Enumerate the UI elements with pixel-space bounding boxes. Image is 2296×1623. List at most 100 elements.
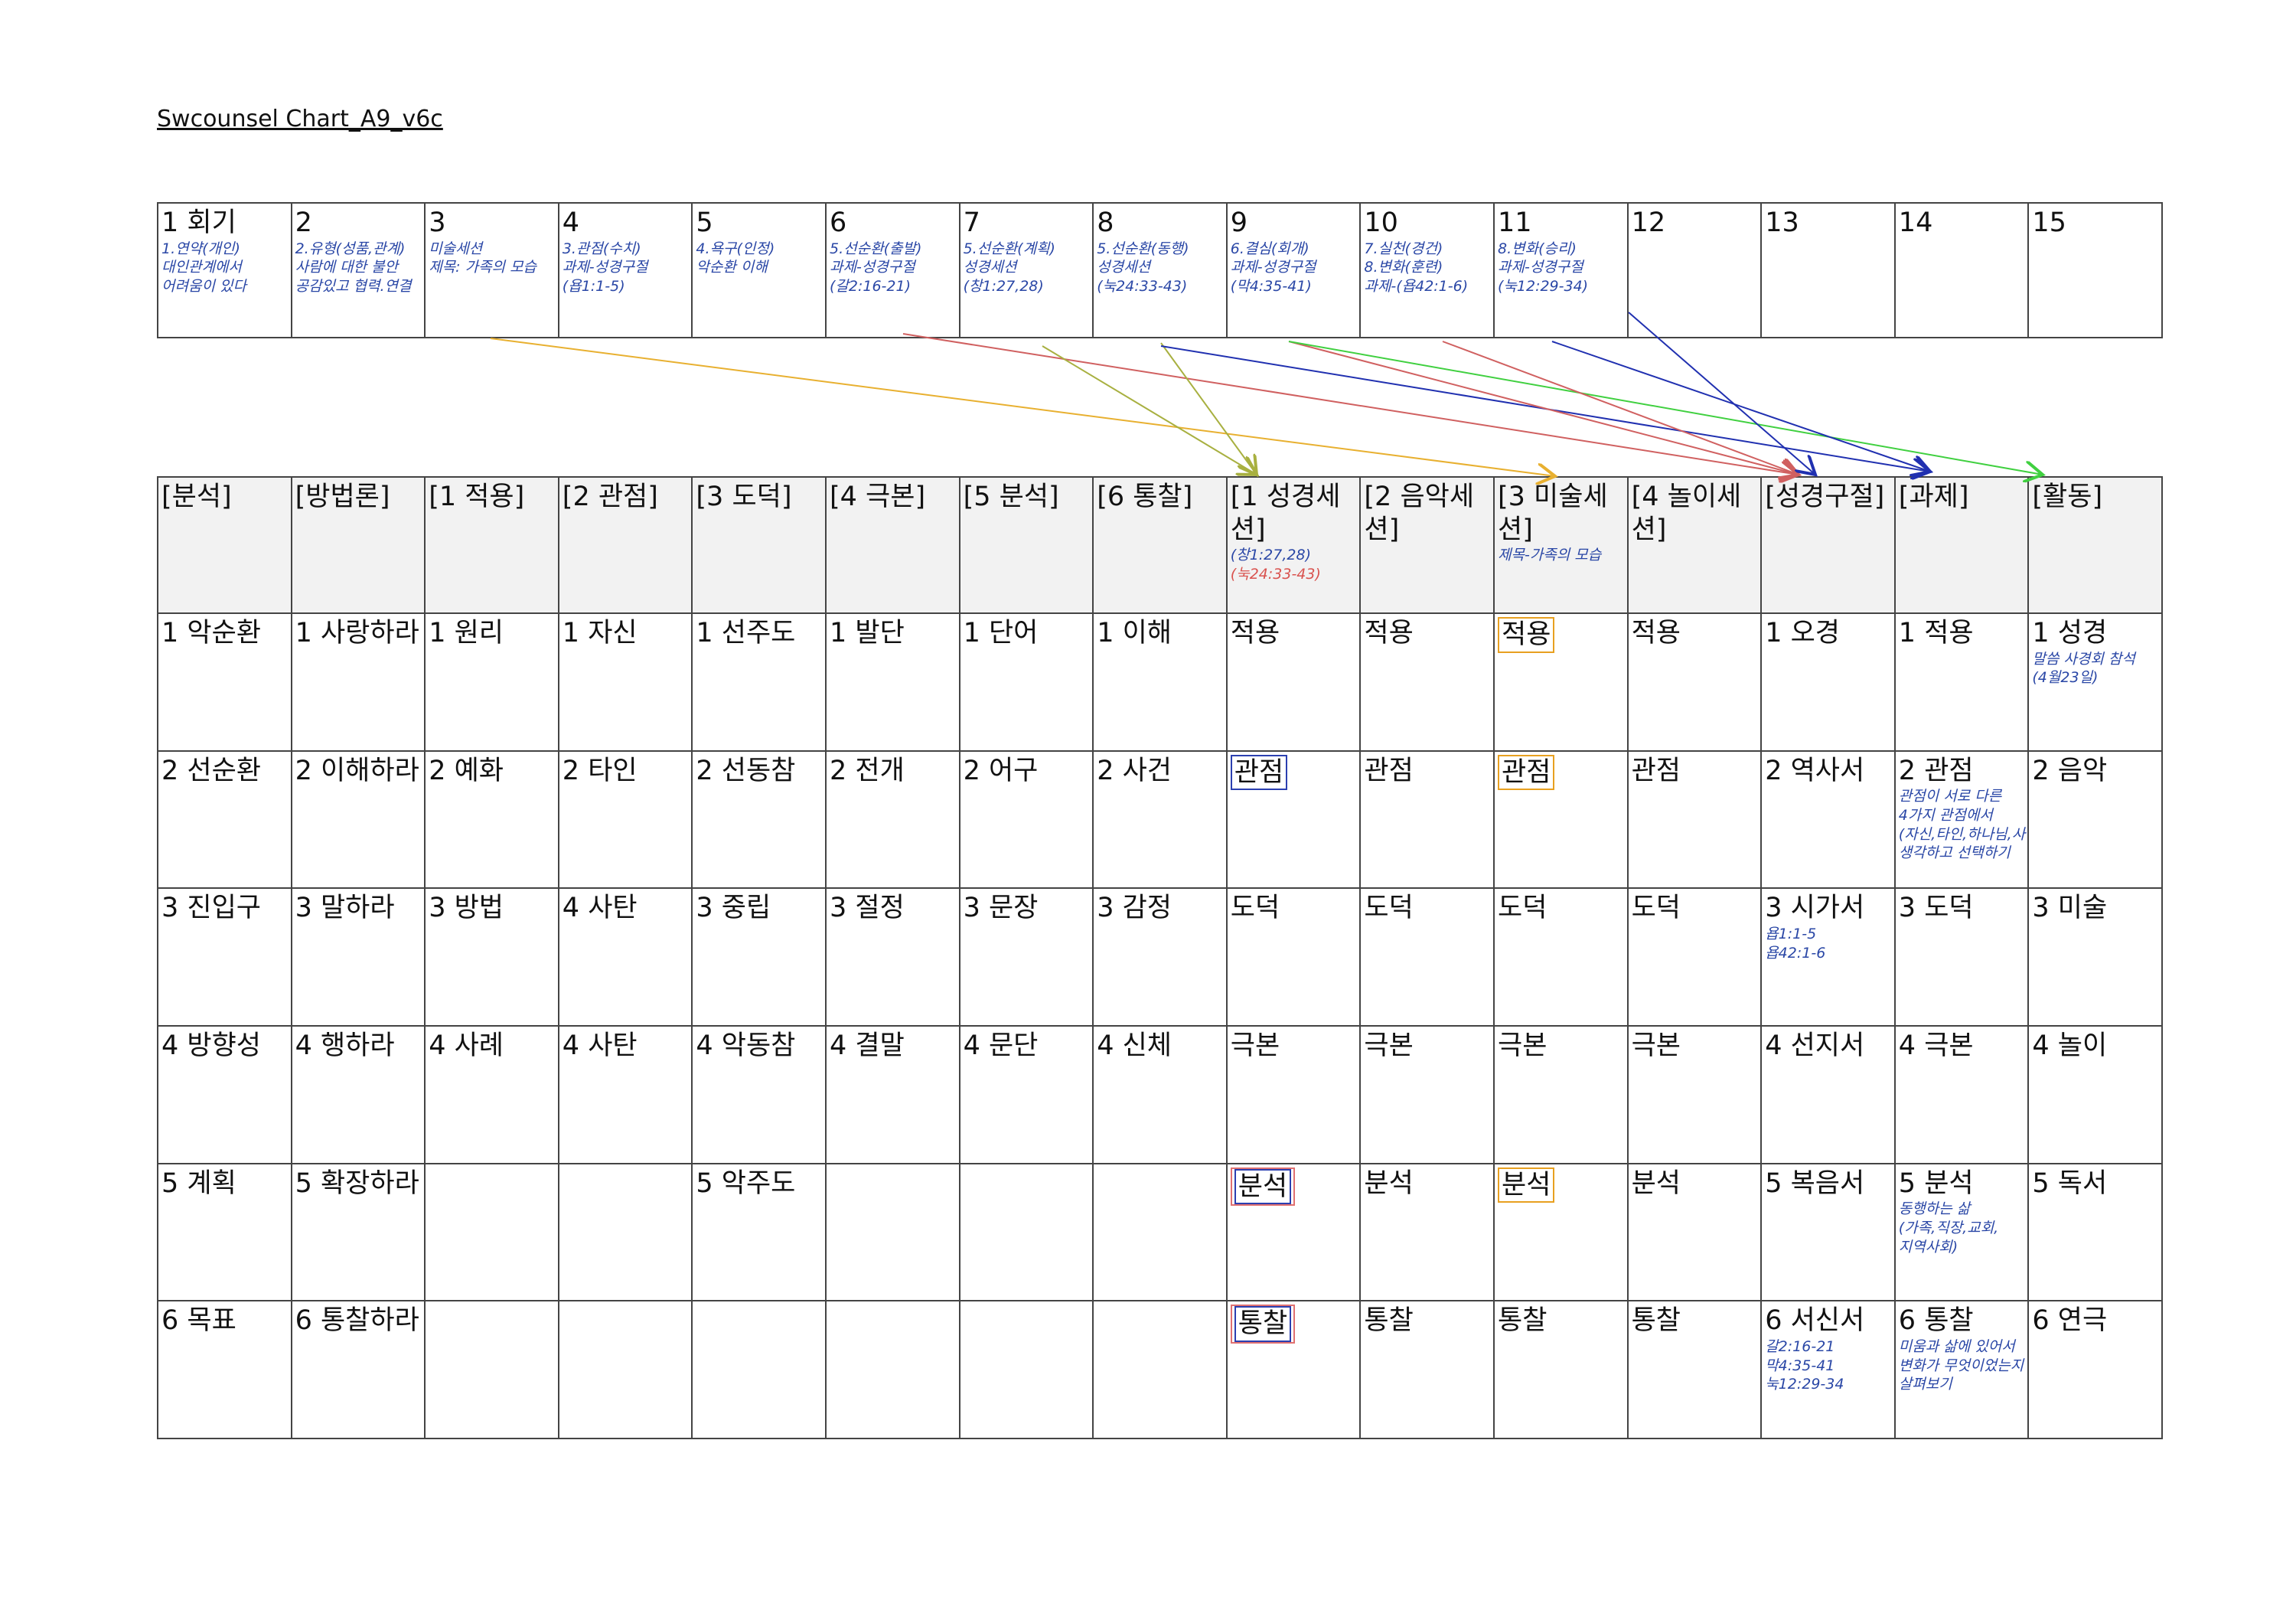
arrow (902, 333, 1799, 475)
arrow (1042, 345, 1257, 475)
table-cell: 4 행하라 (292, 1027, 426, 1164)
session-number: 15 (2032, 207, 2066, 238)
cell-text: 3 방법 (429, 893, 504, 924)
cell-text: 도덕 (1364, 893, 1414, 924)
table-cell (426, 1301, 559, 1439)
handwritten-note: 과제-성경구절 (1230, 259, 1316, 276)
session-number: 4 (562, 207, 580, 238)
cell-text: 관점 (1364, 755, 1414, 786)
cell-text: 3 말하라 (295, 893, 395, 924)
session-number: 1 회기 (161, 207, 236, 238)
table-cell: 적용 (1361, 614, 1495, 752)
header-cell: [1 성경세션] (창1:27,28) (눅24:33-43) (1227, 478, 1362, 614)
handwritten-note: (자신,타인,하나님,사탄) (1898, 825, 2028, 843)
table-cell: 2 전개 (827, 751, 960, 890)
table-cell (559, 1301, 693, 1439)
header-cell: [성경구절] (1762, 478, 1896, 614)
cell-text: 1 자신 (562, 618, 638, 648)
cell-text: 분석 (1238, 1171, 1288, 1202)
session-number: 5 (696, 207, 713, 238)
cell-text: 극본 (1631, 1030, 1681, 1061)
handwritten-note: (가족,직장,교회, (1898, 1220, 1999, 1237)
table-cell: 도덕 (1495, 889, 1629, 1027)
cell-text: 3 감정 (1097, 893, 1172, 924)
table-cell: 4 사탄 (559, 1027, 693, 1164)
handwritten-note: 제목: 가족의 모습 (429, 259, 537, 276)
table-cell: 적용 (1227, 614, 1362, 752)
highlight-box: 통찰 (1234, 1306, 1292, 1343)
handwritten-note: 성경세션 (963, 259, 1017, 276)
column-header: [2 관점] (562, 482, 658, 512)
table-cell: 3 도덕 (1895, 889, 2030, 1027)
handwritten-note: (4월23일) (2032, 669, 2099, 687)
header-cell: [과제] (1895, 478, 2030, 614)
handwritten-note: (눅12:29-34) (1498, 278, 1589, 296)
table-cell: 6 통찰 미움과 삶에 있어서 변화가 무엇이었는지 살펴보기 (1895, 1301, 2030, 1439)
cell-text: 6 서신서 (1765, 1305, 1865, 1337)
arrow (1288, 341, 2043, 475)
handwritten-note: 변화가 무엇이었는지 (1898, 1357, 2024, 1374)
table-cell: 4 선지서 (1762, 1027, 1896, 1164)
cell-text: 4 문단 (963, 1030, 1039, 1061)
table-cell: 통찰 (1495, 1301, 1629, 1439)
table-cell: 1 선주도 (693, 614, 827, 752)
table-cell: 12 (1628, 204, 1763, 338)
handwritten-note: (눅24:33-43) (1097, 278, 1188, 296)
handwritten-note: 갈2:16-21 (1765, 1338, 1835, 1356)
cell-text: 5 악주도 (696, 1167, 796, 1199)
handwritten-note: 생각하고 선택하기 (1898, 844, 2011, 862)
header-cell: [분석] (158, 478, 292, 614)
column-header: [4 극본] (830, 482, 926, 512)
table-cell: 6 목표 (158, 1301, 292, 1439)
cell-text-wrap: 3 시가서 (1765, 892, 1891, 925)
arrow (1628, 312, 1815, 475)
table-cell (827, 1164, 960, 1302)
cell-text: 5 계획 (161, 1167, 236, 1199)
header-cell: [5 분석] (960, 478, 1094, 614)
column-header: [1 적용] (429, 482, 525, 512)
table-cell (960, 1164, 1094, 1302)
handwritten-note: 6.결심(회개) (1230, 240, 1309, 257)
cell-text-wrap: 관점 (1498, 754, 1624, 791)
table-cell: 극본 (1227, 1027, 1362, 1164)
cell-text-wrap: 통찰 (1230, 1305, 1357, 1344)
handwritten-note: 어려움이 있다 (161, 278, 246, 296)
column-header: [3 미술세션] (1498, 482, 1608, 545)
handwritten-note: 8.변화(훈련) (1364, 259, 1443, 276)
session-number: 13 (1765, 207, 1799, 238)
table-cell: 5 계획 (158, 1164, 292, 1302)
handwritten-note: 과제-성경구절 (830, 259, 915, 276)
cell-text: 4 신체 (1097, 1030, 1172, 1061)
header-cell: [2 관점] (559, 478, 693, 614)
table-cell: 3 방법 (426, 889, 559, 1027)
header-cell: [4 놀이세션] (1628, 478, 1763, 614)
cell-text: 2 사건 (1097, 755, 1172, 786)
handwritten-note: (창1:27,28) (963, 278, 1044, 296)
table-cell: 도덕 (1227, 889, 1362, 1027)
cell-text: 4 놀이 (2032, 1030, 2108, 1061)
table-cell: 5 4.욕구(인정) 악순환 이해 (693, 204, 827, 338)
table-cell: 2 어구 (960, 751, 1094, 890)
cell-text: 2 관점 (1898, 755, 1974, 786)
cell-text: 분석 (1631, 1167, 1681, 1199)
handwritten-note: 관점이 서로 다른 (1898, 788, 2002, 805)
handwritten-note: 욥1:1-5 (1765, 926, 1817, 943)
table-cell: 도덕 (1361, 889, 1495, 1027)
cell-text: 4 결말 (830, 1030, 905, 1061)
session-number: 3 (429, 207, 446, 238)
handwritten-note: 공감있고 협력.연결 (295, 278, 412, 296)
cell-text: 적용 (1631, 618, 1681, 648)
highlight-box: 적용 (1498, 617, 1555, 653)
table-cell: 분석 (1227, 1164, 1362, 1302)
cell-text: 1 오경 (1765, 618, 1840, 648)
arrow (1551, 341, 1930, 472)
handwritten-note: 8.변화(승리) (1498, 240, 1577, 257)
header-cell: [3 미술세션] 제목-가족의 모습 (1495, 478, 1629, 614)
handwritten-note: 살펴보기 (1898, 1376, 1952, 1393)
handwritten-note: 5.선순환(동행) (1097, 240, 1189, 257)
handwritten-note: 4가지 관점에서 (1898, 807, 1993, 825)
header-cell: [2 음악세션] (1361, 478, 1495, 614)
cell-text: 1 단어 (963, 618, 1039, 648)
cell-text: 1 사랑하라 (295, 618, 419, 648)
table-cell: 1 사랑하라 (292, 614, 426, 752)
